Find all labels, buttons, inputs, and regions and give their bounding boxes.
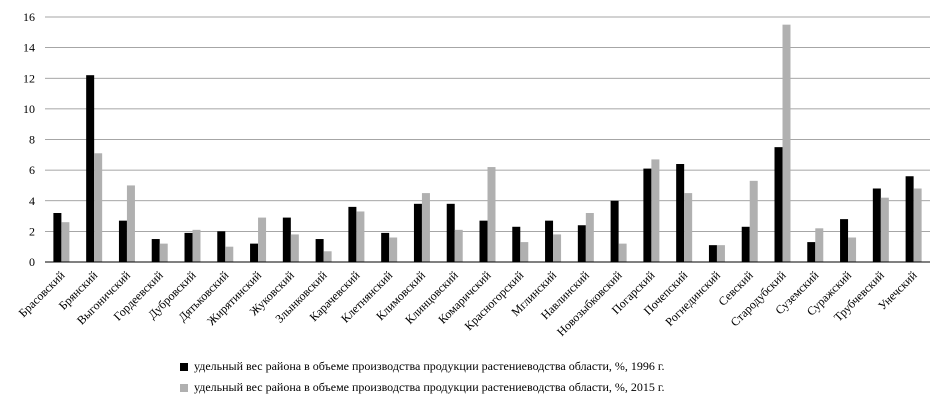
bar-1996 — [86, 75, 95, 262]
bar-2015 — [192, 229, 201, 262]
legend-item-2015: удельный вес района в объеме производств… — [180, 380, 664, 395]
bar-1996 — [381, 232, 390, 262]
bar-1996 — [118, 220, 127, 262]
legend-label-1996: удельный вес района в объеме производств… — [194, 359, 665, 373]
x-tick-label: Брасовский — [16, 268, 68, 320]
bar-2015 — [749, 180, 758, 262]
y-tick-label: 4 — [29, 194, 35, 208]
bar-1996 — [151, 239, 160, 262]
bar-2015 — [553, 234, 562, 262]
bar-1996 — [479, 220, 488, 262]
x-axis-labels: БрасовскийБрянскийВыгоничскийГордеевский… — [16, 268, 920, 339]
bar-2015 — [356, 211, 365, 262]
bar-1996 — [217, 231, 226, 262]
y-tick-label: 2 — [29, 224, 35, 238]
bar-2015 — [684, 193, 693, 262]
bar-2015 — [520, 242, 529, 262]
bar-1996 — [446, 203, 455, 262]
bar-1996 — [708, 245, 717, 262]
bar-2015 — [323, 251, 332, 262]
bars — [53, 24, 922, 262]
bar-2015 — [651, 159, 660, 262]
bar-2015 — [389, 237, 398, 262]
bar-2015 — [487, 167, 496, 262]
bar-1996 — [282, 217, 291, 262]
bar-1996 — [807, 242, 816, 262]
bar-1996 — [840, 219, 849, 262]
bar-2015 — [61, 222, 70, 262]
y-tick-label: 6 — [29, 163, 35, 177]
legend-swatch-2015 — [180, 383, 188, 392]
bar-1996 — [184, 232, 193, 262]
bar-2015 — [159, 243, 168, 262]
bar-1996 — [545, 220, 554, 262]
y-tick-label: 0 — [29, 255, 35, 269]
bar-2015 — [880, 197, 889, 262]
bar-2015 — [290, 234, 299, 262]
bar-1996 — [741, 226, 750, 262]
bar-1996 — [53, 213, 62, 262]
bar-1996 — [512, 226, 521, 262]
bar-2015 — [782, 24, 791, 262]
bar-1996 — [905, 176, 914, 262]
bar-1996 — [774, 147, 783, 262]
bar-1996 — [610, 200, 619, 262]
bar-2015 — [716, 245, 725, 262]
legend-swatch-1996 — [180, 362, 188, 371]
legend-label-2015: удельный вес района в объеме производств… — [194, 380, 665, 394]
bar-2015 — [94, 153, 103, 262]
bar-2015 — [815, 228, 824, 262]
y-tick-label: 14 — [23, 41, 35, 55]
legend-item-1996: удельный вес района в объеме производств… — [180, 359, 664, 374]
bar-1996 — [250, 243, 259, 262]
bar-2015 — [848, 237, 857, 262]
y-tick-label: 12 — [23, 71, 35, 85]
bar-1996 — [413, 203, 422, 262]
bar-2015 — [585, 213, 594, 262]
bar-2015 — [421, 193, 430, 262]
bar-1996 — [872, 188, 881, 262]
bar-2015 — [126, 185, 135, 262]
y-tick-label: 10 — [23, 102, 35, 116]
bar-2015 — [618, 243, 627, 262]
bar-1996 — [577, 225, 586, 262]
bar-1996 — [315, 239, 324, 262]
y-tick-label: 16 — [23, 10, 35, 24]
y-axis-ticks: 0 2 4 6 8 10 12 14 16 — [23, 10, 35, 269]
bar-1996 — [348, 206, 357, 262]
bar-2015 — [225, 246, 234, 262]
bar-2015 — [454, 229, 463, 262]
bar-1996 — [643, 168, 652, 262]
bar-2015 — [258, 217, 267, 262]
bar-1996 — [676, 164, 685, 262]
bar-2015 — [913, 188, 922, 262]
y-tick-label: 8 — [29, 133, 35, 147]
